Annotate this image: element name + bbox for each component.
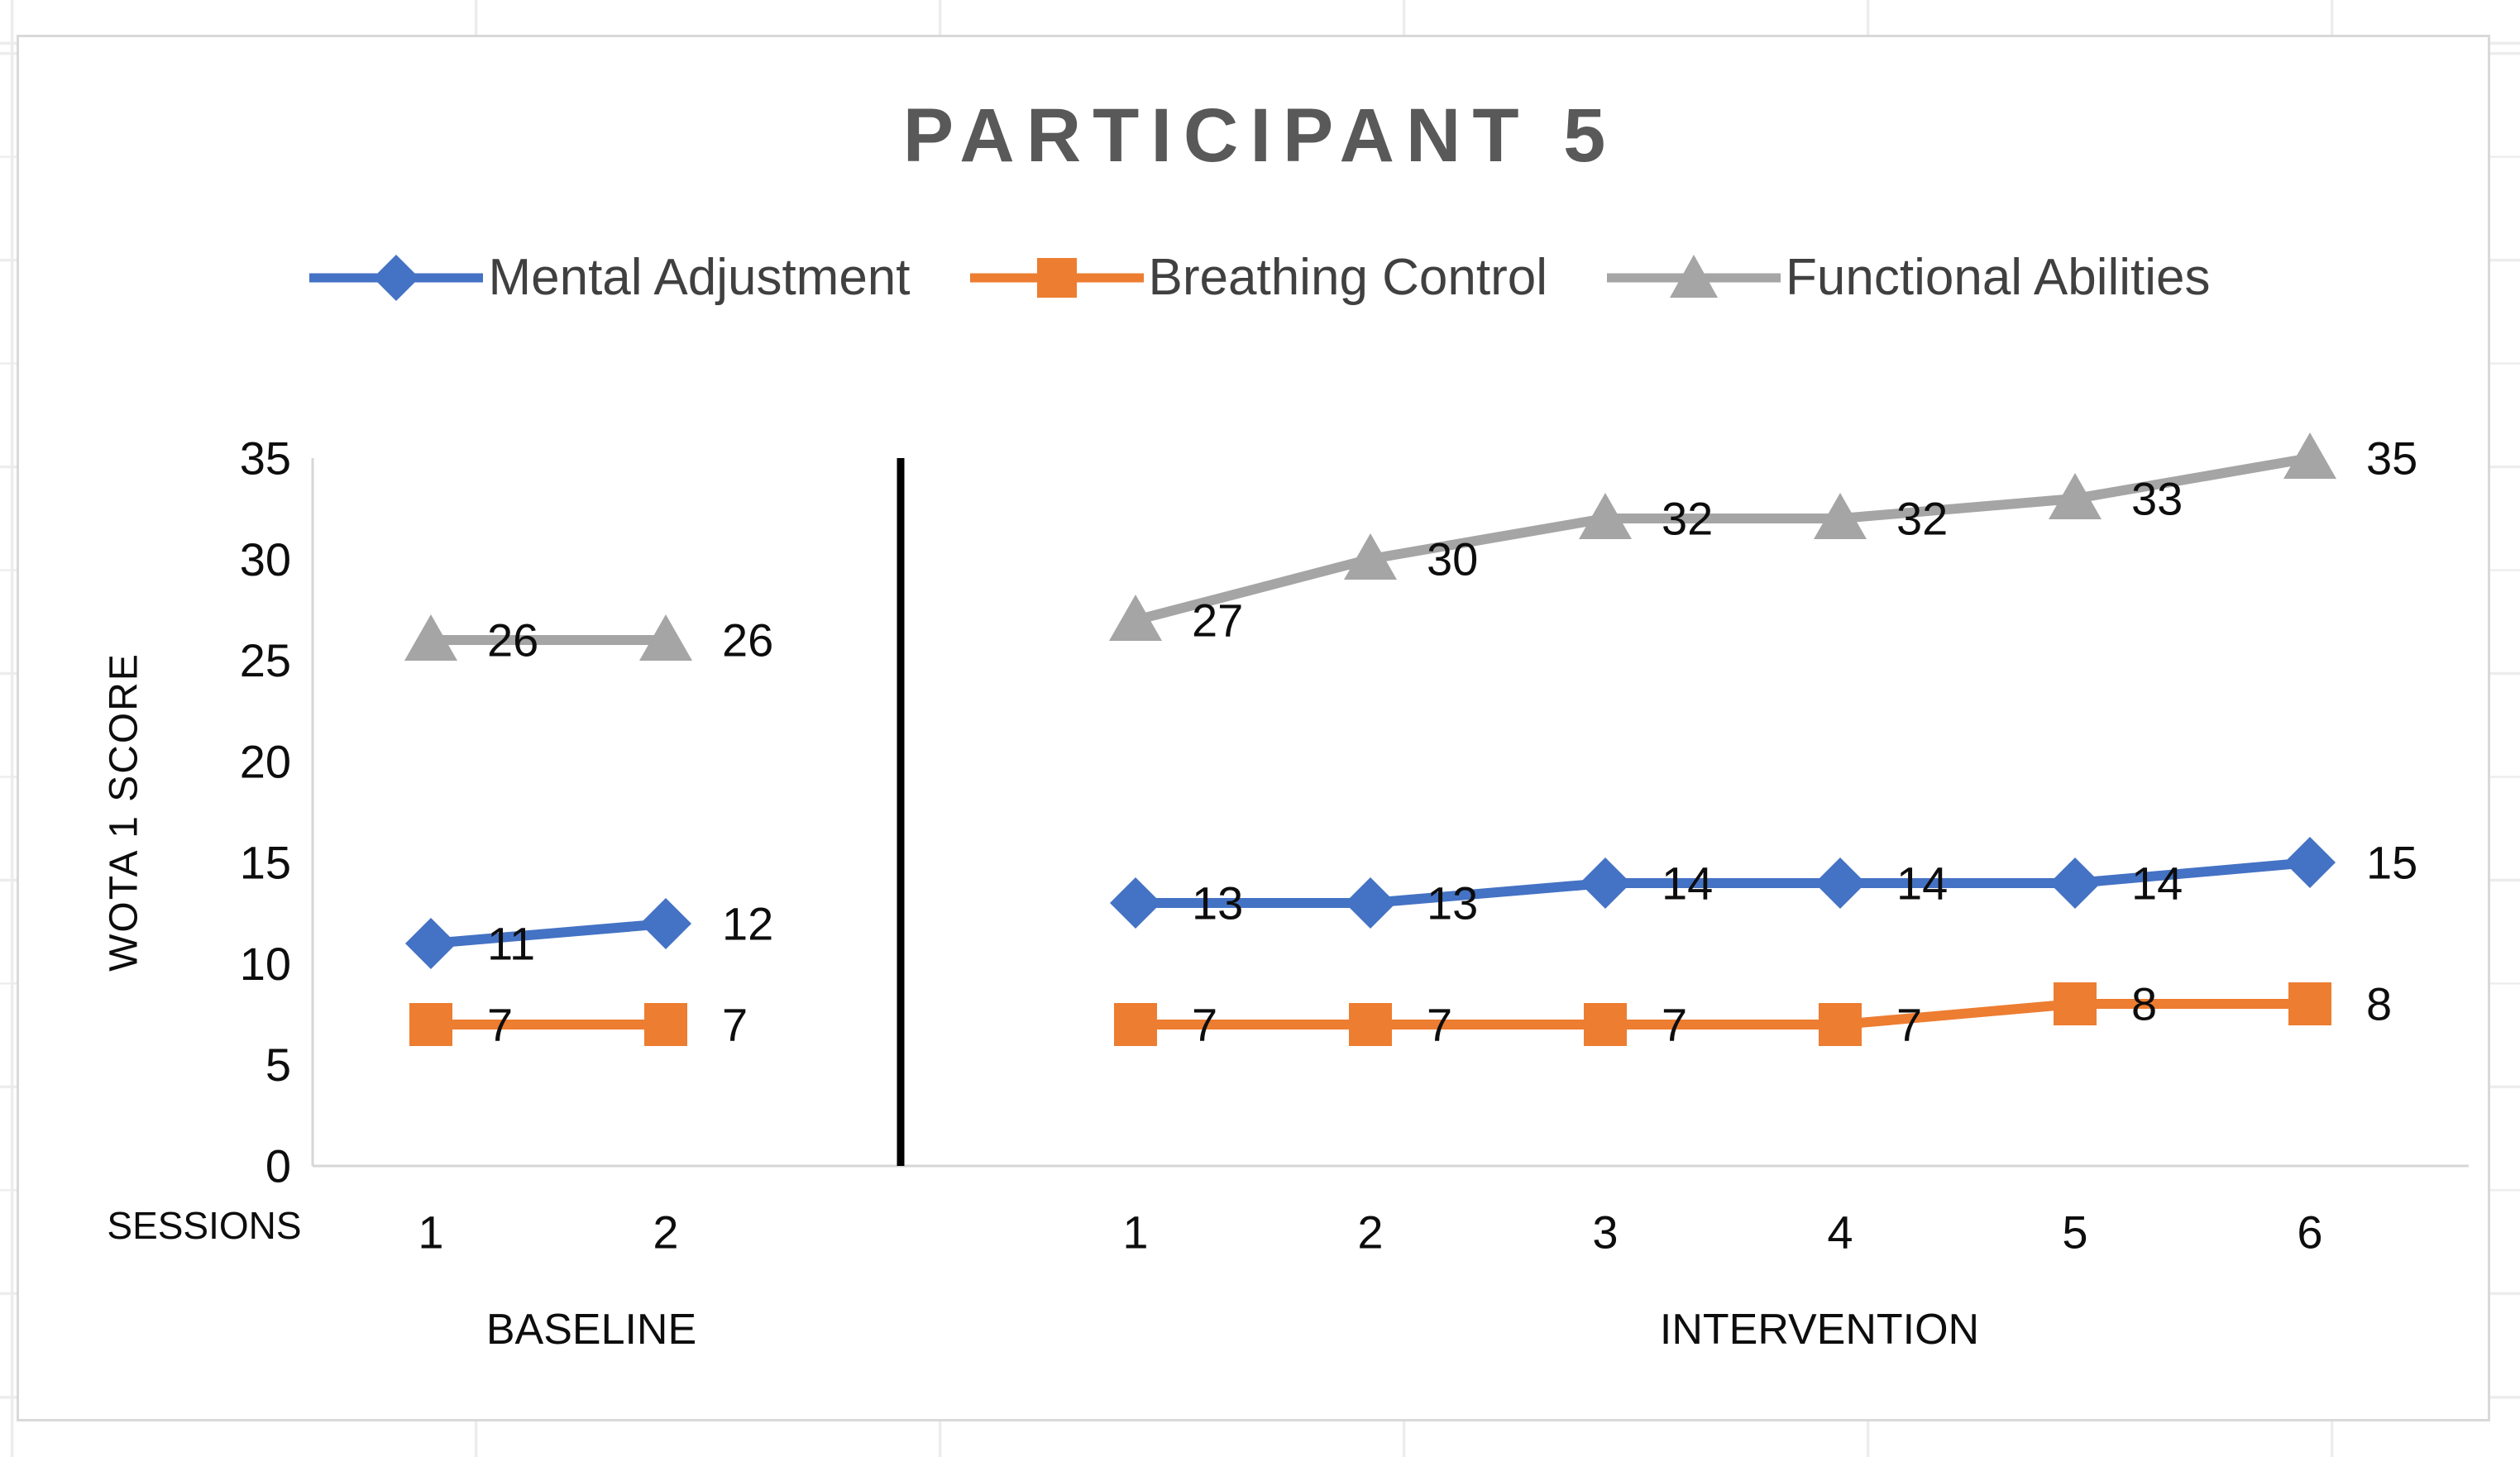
- y-axis-tick-label: 25: [240, 634, 291, 686]
- data-point-label: 7: [1427, 999, 1452, 1051]
- legend: Mental Adjustment Breathing Control Functi…: [0, 248, 2520, 307]
- legend-item[interactable]: Mental Adjustment: [309, 248, 911, 307]
- legend-item-label: Mental Adjustment: [488, 249, 911, 306]
- data-point-marker: [404, 614, 457, 661]
- data-point-marker: [1815, 857, 1866, 909]
- data-point-marker: [405, 918, 457, 969]
- data-point-marker: [1819, 1003, 1862, 1046]
- series-line: [426, 919, 671, 948]
- data-point-label: 7: [487, 999, 513, 1051]
- data-point-marker: [639, 614, 692, 661]
- data-point-label: 7: [1896, 999, 1922, 1051]
- phase-label: INTERVENTION: [1660, 1306, 1979, 1354]
- y-axis-tick-label: 0: [265, 1140, 291, 1192]
- data-point-marker: [1344, 533, 1397, 580]
- data-point-marker: [1349, 1003, 1392, 1046]
- data-point-marker: [640, 898, 691, 949]
- data-point-label: 8: [2366, 978, 2392, 1030]
- data-point-marker: [1584, 1003, 1627, 1046]
- data-point-label: 26: [487, 614, 538, 666]
- data-point-label: 7: [1662, 999, 1687, 1051]
- data-point-label: 14: [1662, 857, 1713, 910]
- data-point-marker: [2049, 473, 2102, 519]
- series-line: [1131, 857, 2315, 908]
- y-axis-tick-label: 10: [240, 938, 291, 990]
- series-line: [1131, 453, 2315, 625]
- data-point-marker: [1580, 857, 1631, 909]
- legend-item[interactable]: Functional Abilities: [1607, 248, 2211, 307]
- y-axis-tick-label: 35: [240, 432, 291, 485]
- data-point-marker: [1345, 877, 1396, 929]
- y-axis-tick-label: 5: [265, 1039, 291, 1091]
- data-point-marker: [1110, 877, 1161, 929]
- data-point-label: 11: [487, 918, 535, 970]
- y-axis-tick-label: 30: [240, 533, 291, 585]
- data-point-label: 30: [1427, 533, 1478, 585]
- data-point-label: 12: [722, 898, 773, 950]
- phase-label: BASELINE: [486, 1306, 696, 1354]
- data-point-label: 13: [1192, 877, 1243, 929]
- data-point-marker: [1814, 493, 1867, 539]
- x-axis-tick-label: 1: [418, 1206, 443, 1259]
- data-point-label: 35: [2366, 432, 2417, 485]
- data-point-label: 32: [1896, 493, 1948, 545]
- y-axis-title: WOTA 1 SCORE: [103, 652, 146, 972]
- data-point-marker: [644, 1003, 687, 1046]
- legend-item-label: Breathing Control: [1148, 249, 1548, 306]
- legend-item[interactable]: Breathing Control: [969, 248, 1548, 307]
- chart-frame[interactable]: [17, 35, 2490, 1421]
- legend-item-label: Functional Abilities: [1786, 249, 2211, 306]
- data-point-label: 15: [2366, 837, 2417, 889]
- x-axis-tick-label: 2: [1357, 1206, 1383, 1259]
- data-point-marker: [2288, 982, 2331, 1025]
- square-legend-marker-icon: [969, 257, 1144, 298]
- y-axis-tick-label: 20: [240, 735, 291, 787]
- data-point-marker: [2283, 432, 2336, 479]
- data-point-label: 7: [1192, 999, 1217, 1051]
- x-axis-tick-label: 1: [1122, 1206, 1148, 1259]
- x-axis-tick-label: 3: [1592, 1206, 1618, 1259]
- data-point-marker: [1579, 493, 1632, 539]
- data-point-label: 32: [1662, 493, 1713, 545]
- data-point-marker: [1114, 1003, 1157, 1046]
- data-point-label: 26: [722, 614, 773, 666]
- data-point-label: 33: [2131, 473, 2183, 525]
- x-axis-tick-label: 4: [1827, 1206, 1853, 1259]
- data-point-label: 13: [1427, 877, 1478, 929]
- data-point-marker: [409, 1003, 452, 1046]
- diamond-legend-marker-icon: [309, 254, 484, 301]
- data-point-label: 14: [1896, 857, 1948, 910]
- data-point-marker: [2049, 857, 2101, 909]
- x-axis-tick-label: 2: [653, 1206, 678, 1259]
- data-point-marker: [1109, 595, 1162, 641]
- data-point-label: 7: [722, 999, 748, 1051]
- x-axis-title: SESSIONS: [107, 1204, 301, 1247]
- data-point-label: 8: [2131, 978, 2157, 1030]
- data-point-label: 27: [1192, 595, 1243, 647]
- triangle-legend-marker-icon: [1607, 254, 1781, 298]
- data-point-label: 14: [2131, 857, 2183, 910]
- series-line: [1131, 999, 2315, 1029]
- x-axis-tick-label: 5: [2062, 1206, 2087, 1259]
- x-axis-tick-label: 6: [2297, 1206, 2322, 1259]
- y-axis-tick-label: 15: [240, 837, 291, 889]
- chart-title: PARTICIPANT 5: [902, 93, 1618, 178]
- data-point-marker: [2054, 982, 2097, 1025]
- data-point-marker: [2284, 837, 2336, 888]
